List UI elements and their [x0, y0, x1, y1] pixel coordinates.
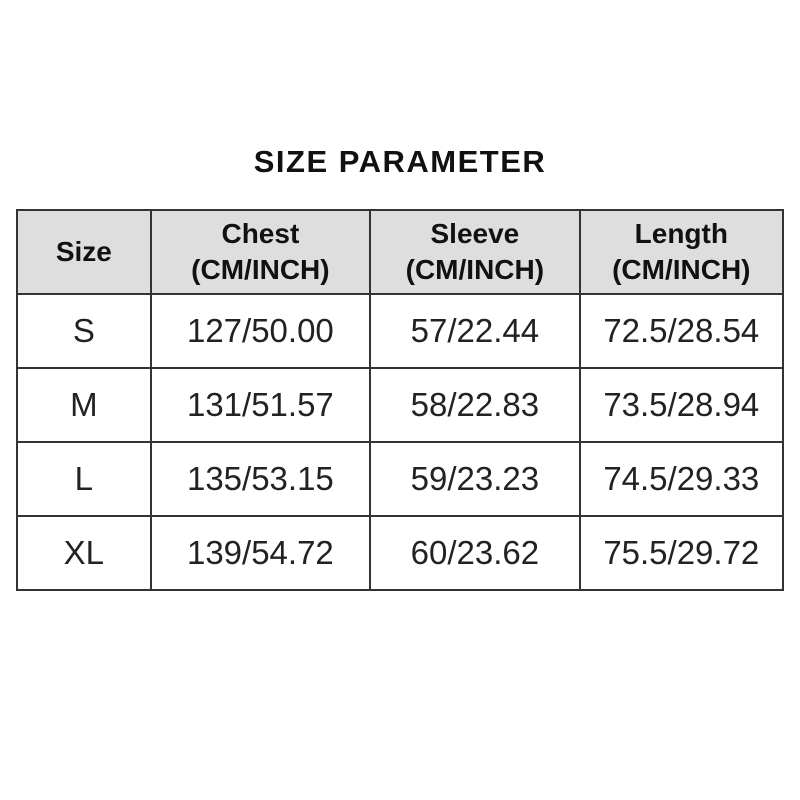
sleeve-cell: 60/23.62: [369, 515, 581, 591]
header-label: Size: [55, 235, 112, 267]
size-cell: S: [16, 293, 152, 369]
header-unit: (CM/INCH): [612, 254, 751, 285]
chest-cell: 135/53.15: [149, 441, 372, 517]
table-row-s: S 127/50.00 57/22.44 72.5/28.54: [16, 293, 785, 369]
column-header-length: Length (CM/INCH): [578, 209, 785, 295]
sleeve-cell: 58/22.83: [369, 367, 581, 443]
page-title: SIZE PARAMETER: [253, 144, 547, 179]
header-label: Sleeve: [430, 217, 520, 249]
table-row-m: M 131/51.57 58/22.83 73.5/28.94: [16, 367, 785, 443]
size-cell: M: [16, 367, 152, 443]
size-cell: L: [16, 441, 152, 517]
length-cell: 75.5/29.72: [578, 515, 785, 591]
header-label: Chest: [221, 217, 300, 249]
table-row-xl: XL 139/54.72 60/23.62 75.5/29.72: [16, 515, 785, 591]
length-cell: 72.5/28.54: [578, 293, 785, 369]
sleeve-cell: 59/23.23: [369, 441, 581, 517]
column-header-size: Size: [16, 209, 152, 295]
column-header-chest: Chest (CM/INCH): [149, 209, 372, 295]
length-cell: 74.5/29.33: [578, 441, 785, 517]
chest-cell: 131/51.57: [149, 367, 372, 443]
header-unit: (CM/INCH): [405, 254, 545, 285]
sleeve-cell: 57/22.44: [369, 293, 581, 369]
chest-cell: 127/50.00: [149, 293, 372, 369]
column-header-sleeve: Sleeve (CM/INCH): [369, 209, 581, 295]
header-unit: (CM/INCH): [191, 254, 330, 285]
size-cell: XL: [16, 515, 152, 591]
chest-cell: 139/54.72: [149, 515, 372, 591]
table-row-l: L 135/53.15 59/23.23 74.5/29.33: [16, 441, 785, 517]
size-parameter-table: Size Chest (CM/INCH) Sleeve (CM/INCH) Le…: [16, 209, 785, 591]
header-label: Length: [634, 217, 728, 249]
table-header-row: Size Chest (CM/INCH) Sleeve (CM/INCH) Le…: [16, 209, 785, 295]
length-cell: 73.5/28.94: [578, 367, 785, 443]
